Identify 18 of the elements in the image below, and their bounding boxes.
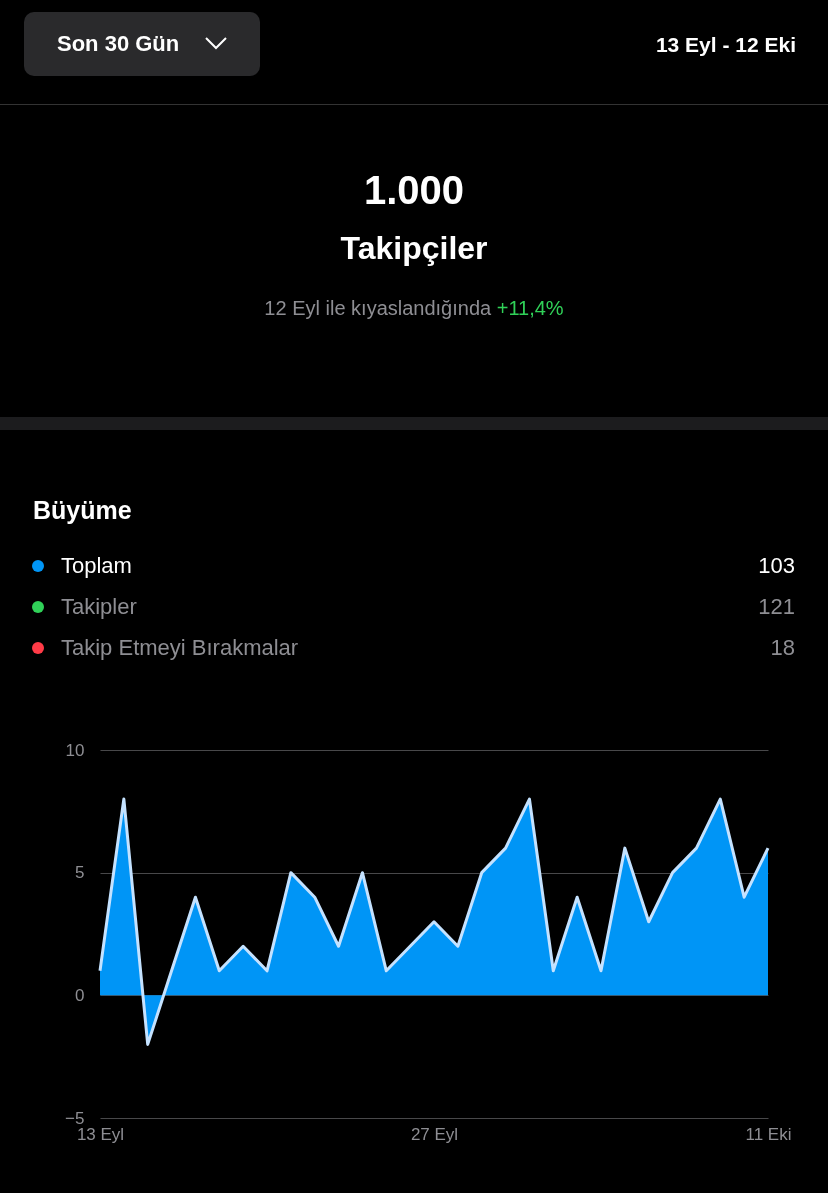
text: 121 [758, 594, 795, 620]
text: 12 Eyl ile kıyaslandığında [264, 297, 492, 319]
x-tick-label: 11 Eki [745, 1124, 792, 1144]
text: 103 [758, 553, 795, 579]
y-tick-label: 10 [65, 740, 85, 760]
y-tick-label: 5 [75, 863, 85, 883]
text: 1.000 [362, 168, 466, 213]
legend-label: Toplam [61, 553, 132, 579]
y-tick-label: 0 [75, 985, 85, 1005]
legend-label: Takip Etmeyi Bırakmalar [61, 635, 299, 661]
legend-label: Takipler [61, 594, 137, 620]
text: Son 30 Gün [57, 31, 180, 57]
text: 13 Eyl - 12 Eki [655, 33, 796, 57]
x-tick-label: 27 Eyl [410, 1124, 459, 1144]
text: Takipçiler [339, 230, 489, 267]
chart-title: Büyüme [33, 496, 132, 525]
text: +11,4% [496, 297, 564, 319]
text: 18 [770, 635, 795, 661]
